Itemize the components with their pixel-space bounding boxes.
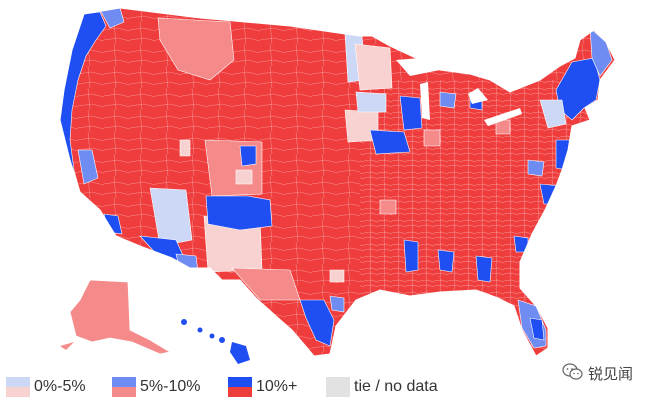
legend-swatch-0-5	[6, 377, 30, 397]
lake-superior	[396, 58, 440, 76]
watermark-text: 锐见闻	[588, 365, 634, 383]
us-election-map	[59, 7, 616, 364]
legend-swatch-10-plus	[228, 377, 252, 397]
legend-swatch-tie	[326, 377, 350, 397]
lake-michigan	[420, 82, 430, 120]
legend-label-tie: tie / no data	[354, 378, 438, 395]
lake-huron	[468, 88, 488, 104]
lake-erie	[484, 108, 522, 126]
alaska	[60, 279, 172, 355]
legend-label-0-5: 0%-5%	[34, 378, 86, 395]
hawaii	[181, 319, 250, 364]
wechat-icon	[562, 363, 583, 380]
us-outline	[59, 7, 616, 357]
legend-label-5-10: 5%-10%	[140, 378, 201, 395]
watermark: 锐见闻	[562, 361, 640, 383]
legend-swatch-5-10	[112, 377, 136, 397]
legend-label-10-plus: 10%+	[256, 378, 298, 395]
legend: 0%-5% 5%-10% 10%+ tie / no data	[0, 374, 650, 401]
